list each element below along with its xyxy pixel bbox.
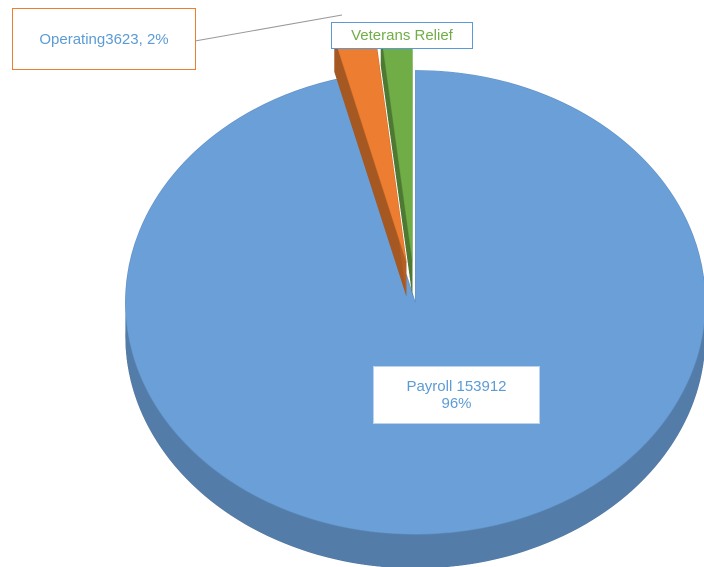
data-label: Veterans Relief [331, 22, 473, 49]
slice [125, 70, 704, 535]
data-label-line: Operating3623, 2% [39, 30, 169, 48]
data-label-line: Payroll 153912 [406, 378, 507, 395]
slice-edge [380, 31, 413, 296]
slice-edge [334, 37, 407, 297]
data-label: Payroll 153912 96% [373, 366, 540, 424]
data-label-line: 96% [441, 395, 472, 412]
data-label-line: Veterans Relief [351, 27, 453, 44]
data-label: Operating3623, 2% [12, 8, 196, 70]
leader-line [194, 14, 343, 42]
